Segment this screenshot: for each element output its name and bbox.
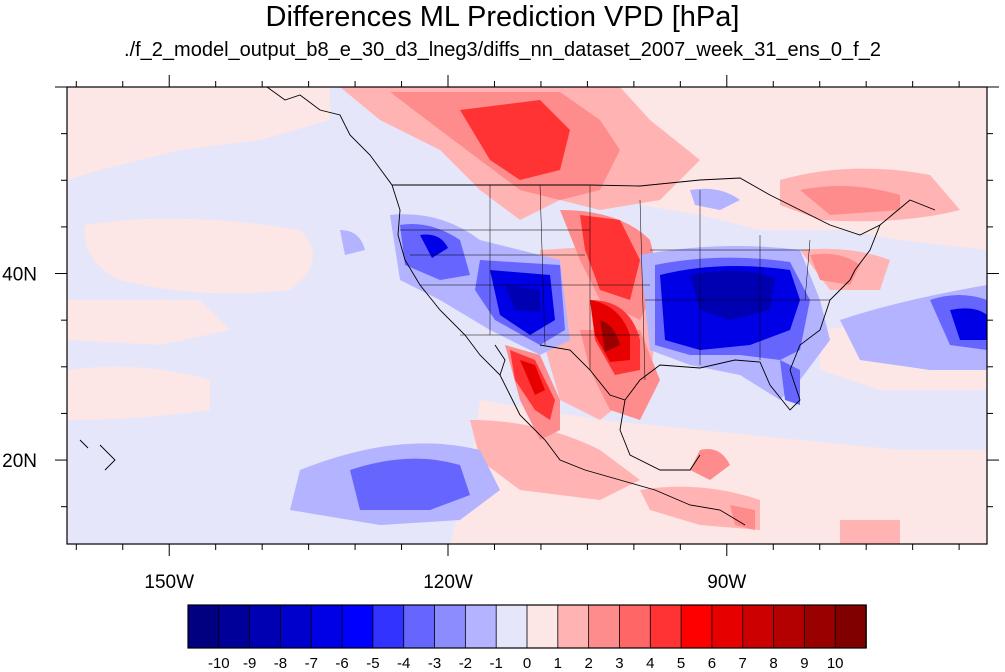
field-negative-8 [505, 270, 775, 320]
colorbar-label: 1 [554, 655, 562, 672]
colorbar-label: 3 [615, 655, 623, 672]
colorbar-label: -4 [397, 655, 410, 672]
colorbar-swatch [773, 604, 806, 649]
colorbar-swatch [680, 604, 713, 649]
x-tick-label: 90W [707, 572, 746, 593]
colorbar-label: -5 [366, 655, 379, 672]
colorbar-swatch [249, 604, 282, 649]
colorbar-label: 6 [708, 655, 716, 672]
colorbar-swatch [619, 604, 652, 649]
colorbar-label: 8 [769, 655, 777, 672]
map-field [67, 87, 987, 544]
colorbar-swatch [464, 604, 497, 649]
colorbar-swatch [495, 604, 528, 649]
y-tick-label: 20N [2, 451, 37, 472]
map-tick-labels: 150W 120W 90W 20N 40N [2, 265, 746, 593]
colorbar-swatch [711, 604, 744, 649]
colorbar-label: 4 [646, 655, 654, 672]
colorbar-swatch [372, 604, 405, 649]
colorbar-swatch [742, 604, 775, 649]
colorbar-label: -6 [335, 655, 348, 672]
colorbar-swatch [187, 604, 220, 649]
colorbar-label: 2 [584, 655, 592, 672]
field-positive-10 [600, 320, 620, 352]
colorbar-label: -7 [305, 655, 318, 672]
colorbar-swatch [557, 604, 590, 649]
colorbar-swatch [649, 604, 682, 649]
colorbar-label: -1 [490, 655, 503, 672]
x-tick-label: 150W [144, 572, 194, 593]
map-frame [66, 86, 988, 545]
colorbar-label: 7 [739, 655, 747, 672]
colorbar-swatch [403, 604, 436, 649]
colorbar-swatch [434, 604, 467, 649]
map-outlines [79, 87, 936, 526]
colorbar-swatch [280, 604, 313, 649]
x-tick-label: 120W [423, 572, 473, 593]
colorbar-label: 10 [827, 655, 844, 672]
y-tick-label: 40N [2, 265, 37, 286]
colorbar-swatch [341, 604, 374, 649]
map-ticks [55, 75, 999, 556]
plot-subtitle: ./f_2_model_output_b8_e_30_d3_lneg3/diff… [124, 39, 881, 61]
colorbar-label: 9 [800, 655, 808, 672]
colorbar-label: -2 [459, 655, 472, 672]
colorbar-swatch [834, 604, 867, 649]
colorbar-label: -9 [243, 655, 256, 672]
colorbar-label: -8 [274, 655, 287, 672]
colorbar-swatch [588, 604, 621, 649]
plot-title: Differences ML Prediction VPD [hPa] [265, 1, 740, 33]
colorbar-swatch [310, 604, 343, 649]
colorbar-swatch [218, 604, 251, 649]
colorbar-label: -10 [208, 655, 230, 672]
colorbar-frame [187, 604, 867, 649]
colorbar-swatch [526, 604, 559, 649]
colorbar-label: 5 [677, 655, 685, 672]
colorbar-label: -3 [428, 655, 441, 672]
colorbar-label: 0 [523, 655, 531, 672]
colorbar-swatch [803, 604, 836, 649]
state-outlines [400, 184, 830, 381]
colorbar: -10 -9 -8 -7 -6 -5 -4 -3 -2 -1 0 1 2 3 4 5 6 7 8 9 10 [187, 604, 867, 672]
